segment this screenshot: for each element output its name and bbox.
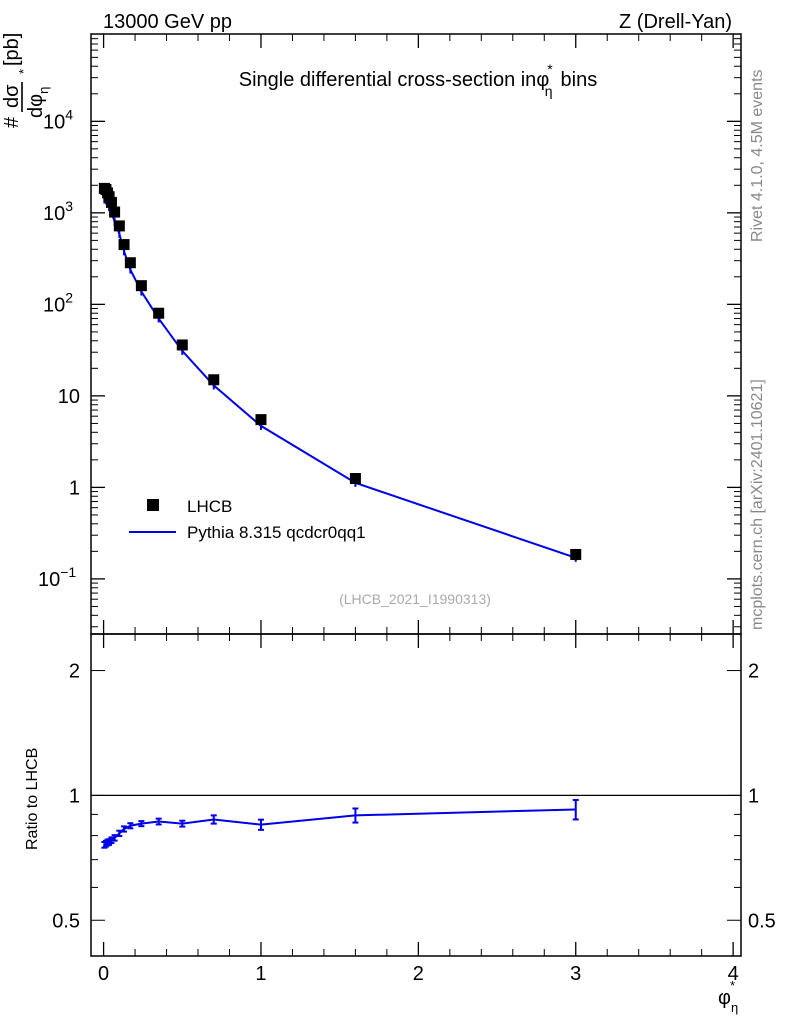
ratio-ytick-label-right: 1 [748,785,759,807]
legend-label-pythia: Pythia 8.315 qcdcr0qq1 [187,523,366,542]
main-ytick-label: 104 [43,106,73,133]
ylabel-numerator: dσ [1,84,23,108]
legend: LHCB Pythia 8.315 qcdcr0qq1 [129,497,366,542]
data-point [176,339,188,351]
mcplots-label: mcplots.cern.ch [arXiv:2401.10621] [749,379,766,630]
ytick-base: 10 [58,386,80,408]
main-ylabel: # dσ dφη * [pb] [1,33,51,128]
ytick-exponent: 4 [65,106,73,122]
ratio-series-line [103,808,576,846]
ytick-exponent: 2 [65,289,73,305]
mc-series-line [103,198,577,559]
ratio-xtick-label: 3 [570,963,581,985]
data-point [124,257,136,269]
ratio-ytick-label: 1 [69,785,80,807]
ratio-xtick-label: 1 [255,963,266,985]
data-point [113,220,125,232]
ytick-base: 10 [43,111,65,133]
ylabel-den: dφ [25,94,47,118]
ytick-exponent: −1 [60,564,76,580]
ratio-xtick-label: 0 [98,963,109,985]
main-series-layer [103,195,577,562]
analysis-label: (LHCB_2021_I1990313) [339,591,491,607]
title-phi: φ [536,69,549,91]
ytick-base: 10 [43,203,65,225]
plot-title: Single differential cross-section inφ* η b… [239,61,597,99]
ytick-base: 10 [38,569,60,591]
data-point [118,239,130,251]
ratio-ytick-label: 2 [69,661,80,683]
ratio-axes: 0 1 2 3 4 0.5 0.5 1 1 2 2 [52,634,776,985]
xlabel-phi: φ [718,987,731,1009]
data-point [570,548,582,560]
main-ytick-label: 1 [69,477,80,499]
ratio-ytick-label-right: 2 [748,661,759,683]
ylabel-denominator: dφη [25,87,51,118]
ratio-ylabel: Ratio to LHCB [24,748,41,850]
data-point [208,374,220,386]
ylabel-den-sub: η [36,87,51,94]
title-sub: η [545,83,553,99]
ratio-series-layer [101,798,579,849]
ylabel-hash: # [1,116,23,128]
main-ytick-label: 10−1 [38,564,76,591]
ytick-base: 1 [69,477,80,499]
main-plot-frame [90,33,742,635]
title-post: bins [561,69,598,91]
data-point [105,196,117,208]
legend-label-lhcb: LHCB [187,497,232,516]
ratio-ytick-label: 0.5 [52,910,80,932]
main-ytick-label: 103 [43,198,73,225]
xlabel-sup: * [730,978,735,993]
ytick-exponent: 3 [65,198,73,214]
ylabel-unit: [pb] [1,33,23,66]
main-points-layer [98,182,582,560]
legend-marker-lhcb [147,499,159,511]
ratio-xtick-label: 2 [413,963,424,985]
data-point [109,206,121,218]
xlabel-sub: η [731,1000,738,1015]
data-point [349,473,361,485]
main-ytick-label: 102 [43,289,73,316]
ytick-base: 10 [43,294,65,316]
ratio-panel: 0 1 2 3 4 0.5 0.5 1 1 2 2 Ratio to LHCB φη * [24,633,776,1015]
data-point [153,307,165,319]
xlabel: φη [718,987,738,1015]
data-point [255,414,267,426]
header-right: Z (Drell-Yan) [619,11,732,33]
title-sup: * [547,61,553,77]
main-ytick-label: 10 [58,386,80,408]
data-point [103,191,115,203]
rivet-label: Rivet 4.1.0, 4.5M events [749,69,766,242]
ylabel-den-sup: * [16,69,31,74]
data-point [135,280,147,292]
header-left: 13000 GeV pp [103,11,232,33]
ratio-xtick-label: 4 [728,963,739,985]
title-pre: Single differential cross-section in [239,69,537,91]
ratio-ytick-label-right: 0.5 [748,910,776,932]
